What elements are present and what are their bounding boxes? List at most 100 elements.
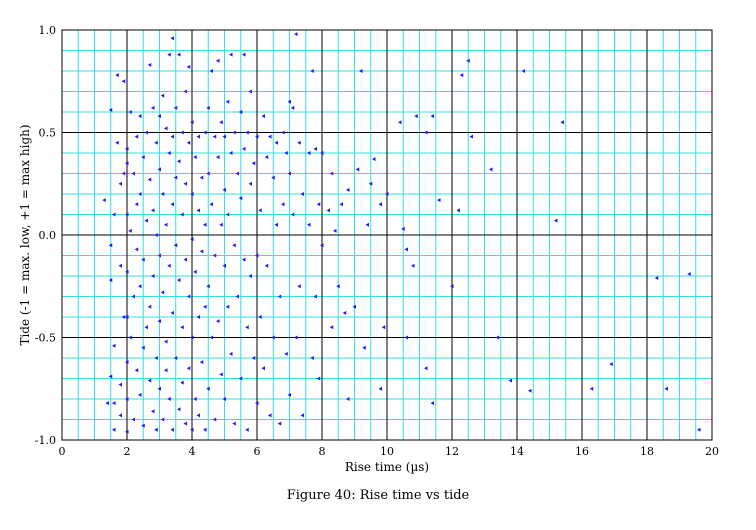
data-point <box>385 192 389 196</box>
x-tick-label: 18 <box>640 445 654 458</box>
data-point <box>251 161 256 166</box>
data-point <box>248 181 252 186</box>
data-point <box>313 146 317 151</box>
data-point <box>216 155 220 160</box>
x-tick-label: 6 <box>254 445 261 458</box>
data-point <box>554 218 558 223</box>
data-point <box>154 427 158 432</box>
data-point <box>128 110 132 114</box>
data-point <box>225 212 230 217</box>
data-point <box>307 151 311 155</box>
data-point <box>528 388 532 393</box>
data-point <box>219 372 223 377</box>
data-point <box>112 427 116 432</box>
data-point <box>151 208 155 213</box>
data-point <box>333 228 337 233</box>
data-point <box>134 202 139 207</box>
data-point <box>138 192 142 196</box>
data-point <box>190 335 194 340</box>
data-point <box>362 345 366 350</box>
data-point <box>466 58 470 63</box>
x-tick-label: 8 <box>319 445 326 458</box>
data-point <box>118 181 122 186</box>
data-point <box>177 407 181 412</box>
data-point <box>196 134 200 139</box>
data-point <box>245 427 249 432</box>
data-point <box>268 413 272 418</box>
data-point <box>141 257 145 262</box>
data-point <box>134 368 139 373</box>
y-tick-label: -0.5 <box>35 332 56 345</box>
data-point <box>186 294 191 299</box>
data-point <box>157 114 161 119</box>
data-point <box>190 427 194 432</box>
data-point <box>115 73 119 78</box>
x-tick-label: 10 <box>380 445 394 458</box>
data-point <box>297 284 301 289</box>
data-point <box>469 134 473 139</box>
data-point <box>180 130 184 135</box>
y-tick-label: -1.0 <box>35 434 56 447</box>
data-point <box>336 284 340 289</box>
data-point <box>316 376 321 381</box>
data-point <box>125 360 129 365</box>
data-point <box>316 202 321 207</box>
data-point <box>235 171 239 176</box>
data-point <box>313 294 317 299</box>
data-point <box>170 36 174 41</box>
data-point <box>287 392 291 397</box>
data-point <box>310 69 314 73</box>
data-point <box>170 427 174 432</box>
data-point <box>131 294 135 299</box>
data-point <box>258 315 262 319</box>
data-point <box>125 315 129 319</box>
data-point <box>173 243 178 248</box>
data-point <box>404 247 408 252</box>
data-point <box>346 187 350 192</box>
data-point <box>209 202 213 207</box>
data-point <box>456 208 460 213</box>
data-point <box>320 243 324 248</box>
data-point <box>138 114 142 119</box>
data-point <box>134 134 139 139</box>
data-point <box>147 378 152 383</box>
data-point <box>151 105 155 110</box>
data-point <box>157 253 161 258</box>
data-point <box>255 134 259 139</box>
data-point <box>170 134 174 139</box>
data-point <box>154 140 158 145</box>
data-point <box>381 325 386 330</box>
data-point <box>225 304 230 309</box>
data-point <box>437 198 441 203</box>
data-point <box>160 93 165 98</box>
data-point <box>287 171 291 176</box>
data-point <box>560 120 564 125</box>
data-point <box>144 325 148 330</box>
data-point <box>180 325 184 330</box>
data-point <box>294 335 298 340</box>
data-point <box>193 155 197 160</box>
data-point <box>245 325 249 330</box>
data-point <box>147 177 152 182</box>
data-point <box>167 52 171 57</box>
data-point <box>411 263 415 268</box>
data-point <box>167 151 171 155</box>
data-point <box>102 198 106 203</box>
data-point <box>199 360 204 365</box>
data-point <box>128 228 132 233</box>
data-point <box>190 120 194 125</box>
data-point <box>238 110 243 114</box>
data-point <box>290 212 295 217</box>
data-point <box>281 202 285 207</box>
data-point <box>108 278 113 283</box>
data-point <box>206 386 210 391</box>
data-point <box>430 114 434 119</box>
data-point <box>206 171 210 176</box>
data-point <box>281 130 285 135</box>
data-point <box>300 192 304 196</box>
data-point <box>186 366 191 371</box>
data-point <box>378 202 382 207</box>
data-point <box>398 120 402 125</box>
data-point <box>459 73 464 78</box>
x-axis-ticks: 0 2 4 6 8 10 12 14 16 18 20 <box>59 445 720 458</box>
